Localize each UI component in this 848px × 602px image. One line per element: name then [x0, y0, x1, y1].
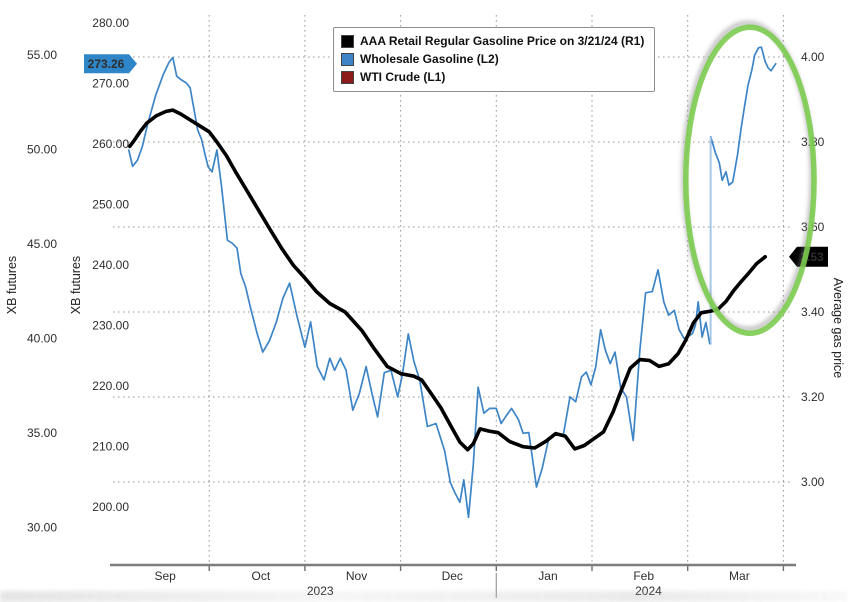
left-outer-tick-labels: 55.00 50.00 45.00 40.00 35.00 30.00 [27, 48, 57, 535]
legend-item-wholesale-gasoline: Wholesale Gasoline (L2) [341, 50, 644, 68]
y-tick-label: 50.00 [27, 143, 57, 157]
x-month-label: Oct [252, 569, 271, 583]
y-tick-label: 45.00 [27, 237, 57, 251]
y-tick-label: 35.00 [27, 426, 57, 440]
x-year-label: 2023 [307, 584, 334, 598]
y-tick-label: 30.00 [27, 521, 57, 535]
legend-swatch-blue-icon [341, 52, 354, 66]
right-tick-labels: 4.003.803.603.403.203.00 [801, 50, 825, 489]
y-tick-label: 200.00 [92, 500, 129, 514]
y-tick-label: 4.00 [801, 50, 825, 64]
y-tick-label: 250.00 [92, 198, 129, 212]
x-month-label: Sep [154, 569, 176, 583]
right-axis-title: Average gas price [831, 277, 845, 379]
x-month-label: Feb [633, 569, 654, 583]
left-inner-tick-labels: 280.00 270.00 260.00 250.00 240.00 230.00 220.… [92, 16, 129, 514]
y-tick-label: 280.00 [92, 16, 129, 30]
y-tick-label: 55.00 [27, 48, 57, 62]
y-tick-label: 3.40 [801, 305, 825, 319]
highlight-ellipse [683, 24, 817, 336]
chart-legend: AAA Retail Regular Gasoline Price on 3/2… [333, 27, 656, 92]
y-tick-label: 230.00 [92, 319, 129, 333]
x-month-label: Nov [346, 569, 367, 583]
y-tick-label: 3.20 [801, 390, 825, 404]
left-outer-axis-title: XB futures [5, 255, 19, 315]
aaa-retail-regular-gasoline-price-r1--line [128, 108, 768, 452]
legend-swatch-black-icon [341, 34, 354, 48]
left-inner-axis-title: XB futures [69, 255, 83, 315]
y-tick-label: 260.00 [92, 137, 129, 151]
y-tick-label: 3.00 [801, 475, 825, 489]
wholesale-last-value-badge: 273.26 [84, 54, 137, 74]
x-year-label: 2024 [635, 584, 662, 598]
y-tick-label: 210.00 [92, 440, 129, 454]
legend-item-retail-gasoline: AAA Retail Regular Gasoline Price on 3/2… [341, 32, 644, 50]
y-tick-label: 40.00 [27, 332, 57, 346]
legend-swatch-darkred-icon [341, 70, 354, 84]
svg-text:273.26: 273.26 [88, 57, 125, 71]
y-tick-label: 270.00 [92, 77, 129, 91]
legend-label: AAA Retail Regular Gasoline Price on 3/2… [360, 34, 645, 48]
x-month-label: Dec [442, 569, 463, 583]
y-tick-label: 240.00 [92, 258, 129, 272]
legend-label: WTI Crude (L1) [360, 70, 446, 84]
legend-item-wti-crude: WTI Crude (L1) [341, 68, 644, 86]
wholesale-gasoline-l2--line [127, 46, 777, 519]
y-tick-label: 220.00 [92, 379, 129, 393]
legend-label: Wholesale Gasoline (L2) [360, 52, 499, 66]
x-tick-labels: Sep Oct Nov Dec Jan Feb Mar 2023 2024 [154, 569, 749, 598]
x-month-label: Jan [538, 569, 557, 583]
x-month-label: Mar [729, 569, 750, 583]
